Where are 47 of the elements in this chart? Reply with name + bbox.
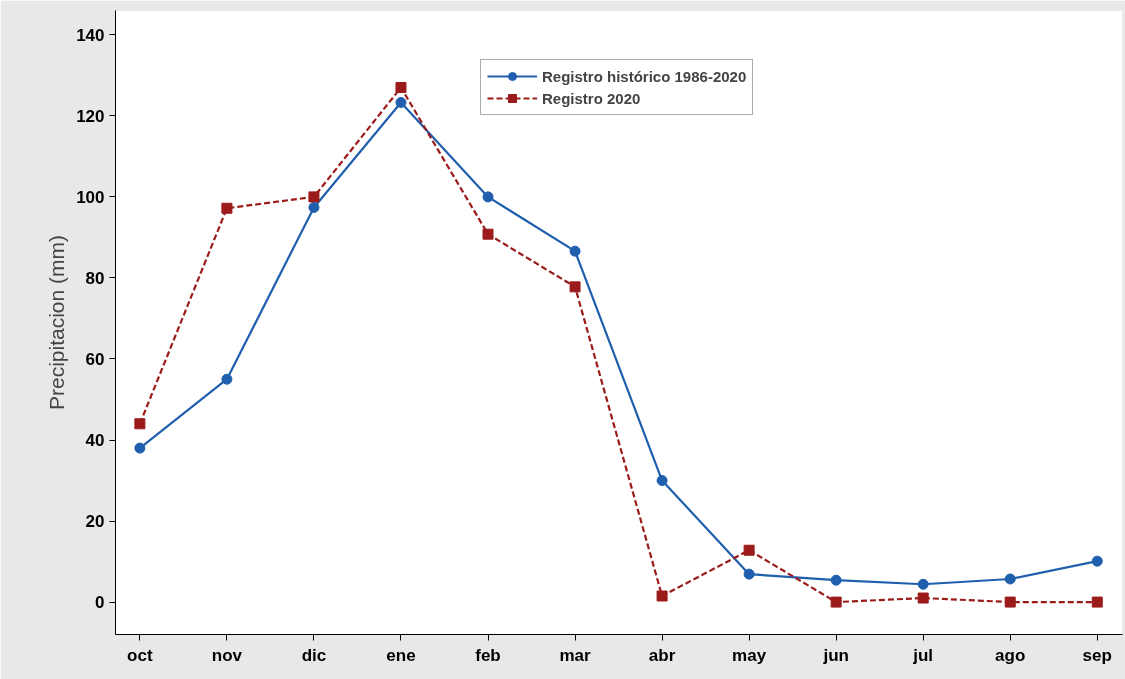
point (1091, 555, 1103, 567)
point (482, 228, 494, 240)
x-tick-label: jul (912, 645, 934, 665)
y-tick-label: 140 (76, 25, 105, 45)
legend-label: Registro histórico 1986-2020 (542, 67, 747, 85)
y-axis-title: Precipitacion (mm) (45, 234, 69, 411)
point (830, 574, 842, 586)
point (221, 202, 233, 214)
point (1091, 596, 1103, 608)
point (743, 544, 755, 556)
legend-label: Registro 2020 (542, 89, 641, 107)
point (917, 592, 929, 604)
point (830, 596, 842, 608)
point (395, 81, 407, 93)
point (569, 281, 581, 293)
point (134, 418, 146, 430)
point (656, 475, 668, 487)
x-tick-label: oct (127, 645, 153, 665)
y-tick-label: 0 (95, 593, 105, 613)
y-tick-label: 60 (85, 349, 105, 369)
point (308, 201, 320, 213)
point (656, 590, 668, 602)
x-tick-label: ago (995, 645, 1026, 665)
x-tick-label: feb (475, 645, 501, 665)
x-tick-label: sep (1082, 645, 1112, 665)
x-tick-label: jun (822, 645, 849, 665)
y-tick-label: 120 (76, 106, 105, 126)
point (917, 578, 929, 590)
point (569, 245, 581, 257)
x-tick-label: abr (648, 645, 676, 665)
point (308, 191, 320, 203)
x-tick-label: nov (211, 645, 243, 665)
y-tick-label: 80 (85, 268, 105, 288)
x-tick-label: mar (559, 645, 592, 665)
point (134, 442, 146, 454)
y-tick-label: 20 (85, 512, 105, 532)
x-tick-label: may (732, 645, 767, 665)
point (743, 568, 755, 580)
point (221, 373, 233, 385)
point (482, 191, 494, 203)
y-tick-label: 40 (85, 431, 105, 451)
point (1004, 596, 1016, 608)
y-tick-label: 100 (76, 187, 105, 207)
point (395, 96, 407, 108)
point (1004, 573, 1016, 585)
x-tick-label: dic (301, 645, 327, 665)
x-tick-label: ene (386, 645, 416, 665)
